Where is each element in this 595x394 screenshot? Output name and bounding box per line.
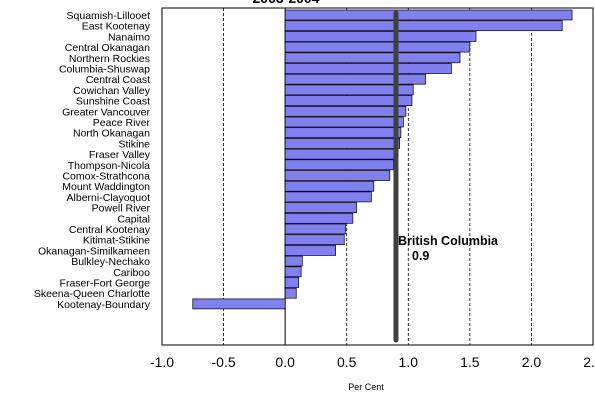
category-label: Comox-Strathcona bbox=[62, 171, 150, 183]
category-label: Sunshine Coast bbox=[76, 96, 150, 108]
chart-title: 2003-2004 bbox=[253, 0, 320, 6]
bar-nanaimo bbox=[284, 31, 477, 42]
x-tick-labels: -1.0 -0.5 0.0 0.5 1.0 1.5 2.0 2.5 bbox=[150, 354, 595, 370]
category-label: Northern Rockies bbox=[69, 53, 150, 65]
bar-northern-rockies bbox=[284, 52, 461, 64]
category-label: Squamish-Lillooet bbox=[67, 10, 151, 22]
category-label: Stikine bbox=[118, 138, 150, 150]
bar-fraser-valley bbox=[284, 148, 398, 160]
bar-sunshine-coast bbox=[284, 95, 413, 106]
x-tick-label: -1.0 bbox=[150, 354, 174, 370]
category-label: Central Kootenay bbox=[69, 224, 151, 236]
category-label: North Okanagan bbox=[73, 128, 150, 140]
category-label: Fraser-Fort George bbox=[60, 278, 151, 290]
bar-bulkley-nechako bbox=[284, 255, 303, 267]
bar-alberni-clayoquot bbox=[284, 191, 372, 203]
bar-powell-river bbox=[284, 202, 357, 213]
bar-cariboo bbox=[284, 266, 302, 278]
bar-thompson-nicola bbox=[284, 159, 394, 171]
bar-kitimat-stikine bbox=[284, 234, 345, 246]
bar-okanagan-similkameen bbox=[284, 245, 336, 256]
bars bbox=[192, 9, 573, 310]
x-tick-label: 1.5 bbox=[460, 354, 480, 370]
bar-fraser-fort-george bbox=[284, 277, 300, 288]
category-label: Central Coast bbox=[86, 74, 150, 86]
bar-central-coast bbox=[284, 73, 426, 85]
bar-comox-strathcona bbox=[284, 170, 391, 181]
x-tick-label: 0.0 bbox=[275, 354, 295, 370]
bar-columbia-shuswap bbox=[284, 63, 452, 74]
category-label: Columbia-Shuswap bbox=[59, 64, 150, 76]
bar-central-okanagan bbox=[284, 41, 471, 53]
x-axis-title: Per Cent bbox=[348, 382, 384, 392]
category-label: Cariboo bbox=[113, 267, 150, 279]
bar-skeena-queen-charlotte bbox=[284, 287, 297, 299]
bar-greater-vancouver bbox=[284, 105, 407, 117]
category-label: Central Okanagan bbox=[65, 42, 150, 54]
bar-kootenay-boundary bbox=[192, 298, 286, 310]
bar-peace-river bbox=[284, 116, 404, 128]
bar-squamish-lillooet bbox=[284, 9, 573, 21]
reference-line-value: 0.9 bbox=[412, 249, 429, 263]
category-label: Skeena-Queen Charlotte bbox=[34, 288, 150, 300]
bar-mount-waddington bbox=[284, 180, 375, 192]
category-label: Powell River bbox=[92, 203, 151, 215]
category-label: Fraser Valley bbox=[89, 149, 151, 161]
x-tick-label: 0.5 bbox=[337, 354, 357, 370]
x-tick-label: 1.0 bbox=[399, 354, 419, 370]
category-label: Alberni-Clayoquot bbox=[67, 192, 151, 204]
category-label: Thompson-Nicola bbox=[68, 160, 150, 172]
x-tick-label: -0.5 bbox=[212, 354, 236, 370]
bar-capital bbox=[284, 212, 354, 224]
bar-north-okanagan bbox=[284, 127, 402, 139]
category-label: Okanagan-Similkameen bbox=[38, 245, 150, 257]
bar-central-kootenay bbox=[284, 223, 346, 235]
category-label: Kootenay-Boundary bbox=[57, 299, 151, 311]
category-label: Kitimat-Stikine bbox=[83, 235, 150, 247]
category-label: Peace River bbox=[93, 117, 151, 129]
reference-line-label: British Columbia bbox=[398, 234, 499, 248]
bar-stikine bbox=[284, 138, 401, 149]
category-label: Bulkley-Nechako bbox=[71, 256, 150, 268]
x-tick-label: 2.5 bbox=[583, 354, 595, 370]
plot-frame bbox=[161, 7, 594, 346]
category-label: Greater Vancouver bbox=[62, 106, 150, 118]
category-label: Cowichan Valley bbox=[73, 85, 151, 97]
category-label: Nanaimo bbox=[108, 31, 150, 43]
x-tick-label: 2.0 bbox=[522, 354, 542, 370]
bar-east-kootenay bbox=[284, 20, 563, 32]
category-label: Mount Waddington bbox=[62, 181, 150, 193]
category-label: Capital bbox=[117, 213, 150, 225]
bar-cowichan-valley bbox=[284, 84, 414, 96]
category-label: East Kootenay bbox=[82, 21, 151, 33]
